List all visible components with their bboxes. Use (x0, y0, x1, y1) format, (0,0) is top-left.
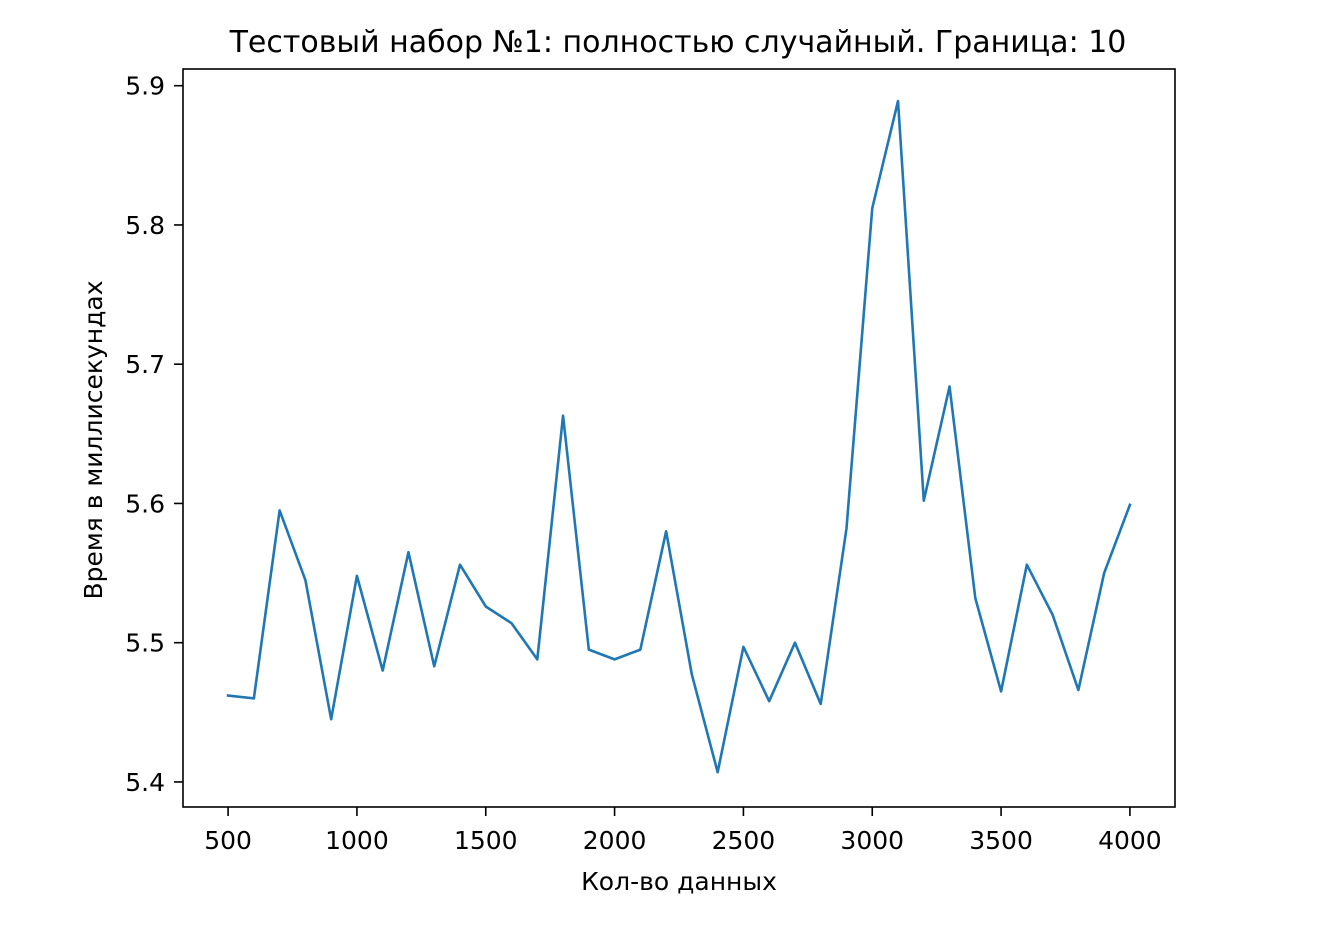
x-tick-label: 500 (204, 826, 252, 855)
x-tick-label: 2500 (712, 826, 776, 855)
x-tick-label: 3500 (969, 826, 1033, 855)
y-tick-label: 5.4 (125, 768, 165, 797)
y-tick-label: 5.5 (125, 629, 165, 658)
x-tick-label: 3000 (840, 826, 904, 855)
y-tick-label: 5.8 (125, 211, 165, 240)
y-tick-label: 5.7 (125, 350, 165, 379)
x-tick-label: 1000 (325, 826, 389, 855)
series-line (226, 99, 1132, 774)
plot-area-frame (182, 68, 1176, 808)
y-tick-label: 5.9 (125, 72, 165, 101)
chart-title: Тестовый набор №1: полностью случайный. … (229, 25, 1127, 60)
x-axis: 500 1000 1500 2000 2500 3000 3500 4000 (204, 807, 1162, 855)
x-tick-label: 1500 (454, 826, 518, 855)
x-tick-label: 2000 (583, 826, 647, 855)
y-tick-label: 5.6 (125, 489, 165, 518)
x-axis-label: Кол-во данных (581, 867, 777, 896)
x-tick-label: 4000 (1098, 826, 1162, 855)
y-axis: 5.4 5.5 5.6 5.7 5.8 5.9 (125, 72, 183, 797)
y-axis-label: Время в миллисекундах (79, 280, 108, 599)
